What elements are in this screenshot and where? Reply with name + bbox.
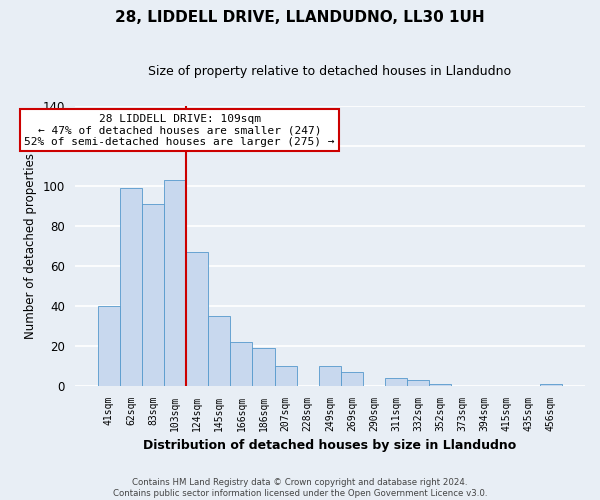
Y-axis label: Number of detached properties: Number of detached properties <box>24 153 37 339</box>
Bar <box>120 188 142 386</box>
Bar <box>319 366 341 386</box>
Bar <box>186 252 208 386</box>
Text: 28 LIDDELL DRIVE: 109sqm
← 47% of detached houses are smaller (247)
52% of semi-: 28 LIDDELL DRIVE: 109sqm ← 47% of detach… <box>25 114 335 147</box>
X-axis label: Distribution of detached houses by size in Llandudno: Distribution of detached houses by size … <box>143 440 517 452</box>
Bar <box>540 384 562 386</box>
Bar <box>385 378 407 386</box>
Bar <box>98 306 120 386</box>
Bar <box>407 380 429 386</box>
Title: Size of property relative to detached houses in Llandudno: Size of property relative to detached ho… <box>148 65 511 78</box>
Bar <box>275 366 296 386</box>
Bar <box>142 204 164 386</box>
Bar <box>253 348 275 386</box>
Text: Contains HM Land Registry data © Crown copyright and database right 2024.
Contai: Contains HM Land Registry data © Crown c… <box>113 478 487 498</box>
Bar <box>341 372 363 386</box>
Text: 28, LIDDELL DRIVE, LLANDUDNO, LL30 1UH: 28, LIDDELL DRIVE, LLANDUDNO, LL30 1UH <box>115 10 485 25</box>
Bar <box>429 384 451 386</box>
Bar <box>164 180 186 386</box>
Bar <box>230 342 253 386</box>
Bar <box>208 316 230 386</box>
